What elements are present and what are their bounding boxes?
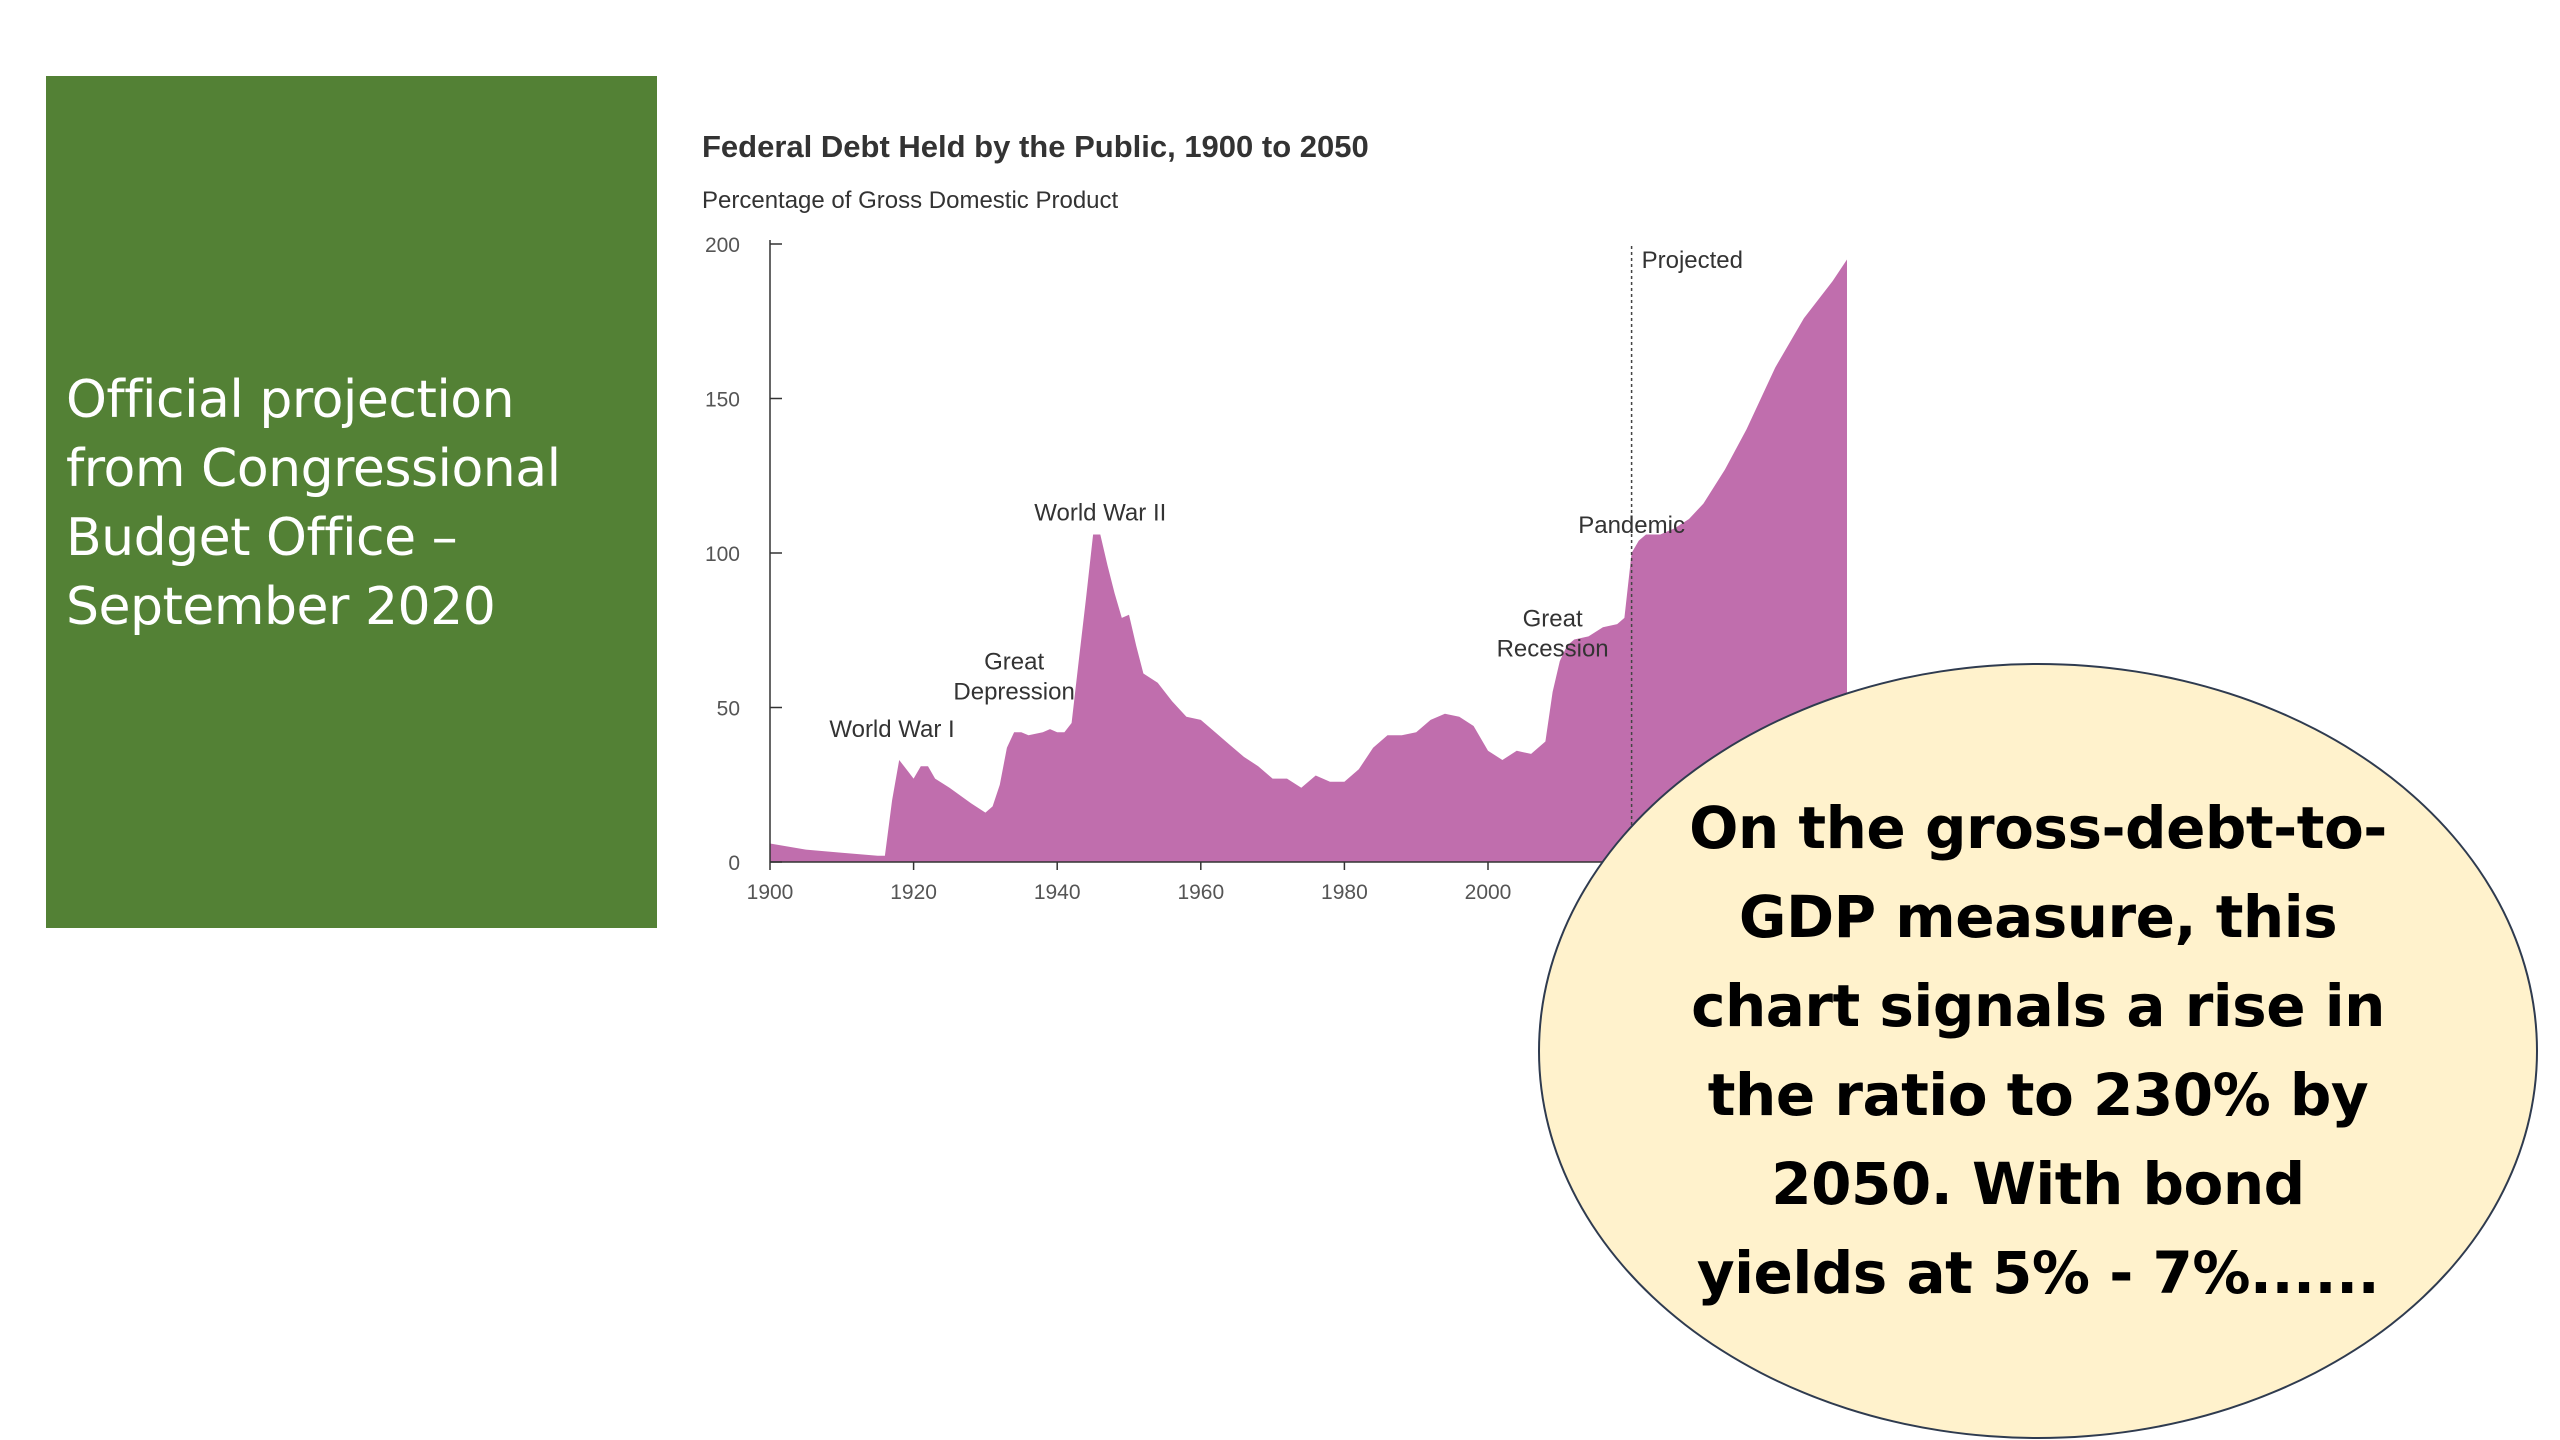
annotation-pandemic: Pandemic — [1578, 512, 1685, 539]
x-tick-label: 1980 — [1321, 881, 1368, 904]
projection-label: Projected — [1642, 247, 1743, 274]
x-tick-label: 2000 — [1465, 881, 1512, 904]
annotation-world-war-i: World War I — [829, 716, 954, 743]
annotation-great-depression: Great Depression — [953, 649, 1074, 706]
debt-chart: Federal Debt Held by the Public, 1900 to… — [690, 110, 1990, 940]
annotation-world-war-ii: World War II — [1034, 499, 1166, 526]
chart-svg: Federal Debt Held by the Public, 1900 to… — [702, 129, 1850, 904]
x-tick-label: 1940 — [1034, 881, 1081, 904]
x-tick-label: 1900 — [747, 881, 794, 904]
y-tick-label: 50 — [717, 698, 740, 721]
chart-title: Federal Debt Held by the Public, 1900 to… — [702, 129, 1369, 164]
callout-bubble: On the gross-debt-to-GDP measure, this c… — [1538, 663, 2538, 1439]
y-tick-label: 150 — [705, 389, 740, 412]
annotation-great-recession: Great Recession — [1497, 605, 1609, 662]
y-tick-label: 0 — [728, 852, 740, 875]
debt-area — [770, 259, 1847, 862]
chart-y-axis-label: Percentage of Gross Domestic Product — [702, 187, 1119, 214]
callout-text: On the gross-debt-to-GDP measure, this c… — [1689, 794, 2387, 1307]
x-tick-label: 1920 — [890, 881, 937, 904]
y-tick-label: 100 — [705, 543, 740, 566]
x-tick-label: 1960 — [1177, 881, 1224, 904]
slide-title: Official projection from Congressional B… — [66, 370, 561, 637]
title-panel: Official projection from Congressional B… — [46, 76, 657, 928]
y-tick-label: 200 — [705, 234, 740, 257]
plot-area: 0 50 100 150 200 1900 1920 1940 1960 1980 2000 Proj… — [705, 234, 1850, 904]
